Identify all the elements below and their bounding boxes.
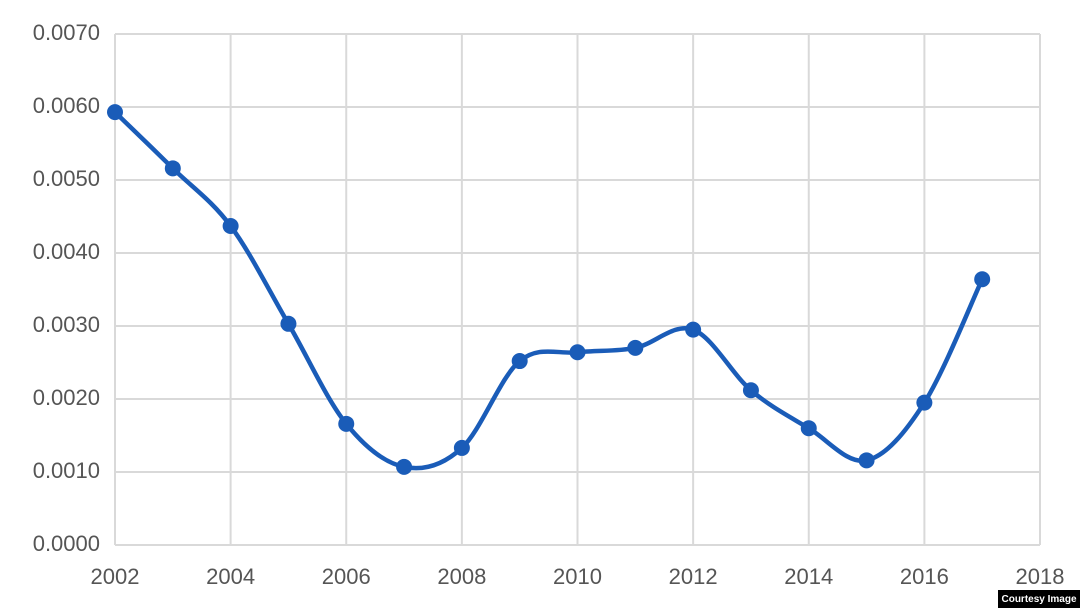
point bbox=[396, 458, 413, 475]
x-tick-label: 2008 bbox=[437, 564, 486, 589]
x-tick-label: 2006 bbox=[322, 564, 371, 589]
x-tick-label: 2002 bbox=[91, 564, 140, 589]
point bbox=[453, 439, 470, 456]
credit: Courtesy Image bbox=[1001, 594, 1076, 605]
y-tick-label: 0.0040 bbox=[33, 239, 100, 264]
grid bbox=[114, 33, 1041, 546]
y-tick-label: 0.0010 bbox=[33, 458, 100, 483]
x-tick-label: 2004 bbox=[206, 564, 255, 589]
x-tick-label: 2014 bbox=[784, 564, 833, 589]
y-tick-label: 0.0000 bbox=[33, 531, 100, 556]
y-tick-label: 0.0020 bbox=[33, 385, 100, 410]
point bbox=[511, 353, 528, 370]
point bbox=[858, 452, 875, 469]
line bbox=[113, 110, 985, 471]
point bbox=[685, 321, 702, 338]
plot bbox=[107, 104, 991, 475]
point bbox=[916, 394, 933, 411]
point bbox=[107, 104, 123, 121]
x-tick-label: 2012 bbox=[669, 564, 718, 589]
y-tick-label: 0.0030 bbox=[33, 312, 100, 337]
point bbox=[222, 217, 239, 234]
x-tick-label: 2010 bbox=[553, 564, 602, 589]
point bbox=[800, 420, 817, 437]
y-tick-label: 0.0070 bbox=[33, 20, 100, 45]
x-tick-label: 2018 bbox=[1016, 564, 1065, 589]
point bbox=[280, 315, 297, 332]
point bbox=[338, 415, 355, 432]
credit-badge bbox=[998, 590, 1080, 608]
point bbox=[164, 160, 181, 177]
y-tick-label: 0.0050 bbox=[33, 166, 100, 191]
x-tick-label: 2016 bbox=[900, 564, 949, 589]
point bbox=[627, 339, 644, 356]
point bbox=[569, 344, 586, 361]
point bbox=[974, 271, 991, 288]
tick-labels: 0.0000 0.0010 0.0020 0.0030 0.0040 0.0050 0.00… bbox=[33, 20, 1065, 589]
y-tick-label: 0.0060 bbox=[33, 93, 100, 118]
point bbox=[742, 382, 759, 399]
